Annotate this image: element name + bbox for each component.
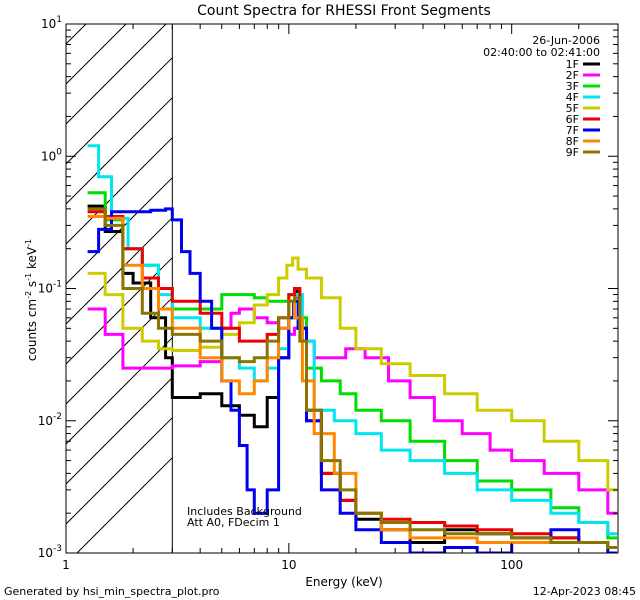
axis-ticks: [65, 24, 619, 554]
y-tick-label: 10-2: [38, 412, 62, 428]
time-range-label: 02:40:00 to 02:41:00: [483, 46, 600, 59]
y-tick-label: 101: [41, 15, 62, 31]
hatch-line: [66, 377, 173, 485]
x-axis-label: Energy (keV): [305, 575, 382, 589]
legend-label-2F: 2F: [566, 69, 579, 82]
hatch-line: [66, 57, 173, 165]
legend-label-7F: 7F: [566, 124, 579, 137]
hatch-line: [66, 24, 87, 45]
x-tick-label: 1: [62, 558, 70, 572]
generated-by-label: Generated by hsi_min_spectra_plot.pro: [4, 585, 220, 598]
series-line-1F: [87, 204, 617, 549]
hatched-excluded-region: [66, 0, 173, 553]
series-group: [87, 144, 617, 553]
legend-label-5F: 5F: [566, 102, 579, 115]
series-line-3F: [87, 191, 617, 540]
hatch-line: [66, 297, 173, 405]
legend-label-4F: 4F: [566, 91, 579, 104]
series-line-9F: [87, 207, 617, 549]
timestamp-label: 12-Apr-2023 08:45: [533, 585, 636, 598]
hatch-line: [66, 97, 173, 205]
annotation-background: Includes Background: [187, 505, 302, 518]
x-tick-label: 10: [281, 558, 296, 572]
legend-label-8F: 8F: [566, 135, 579, 148]
hatch-line: [66, 257, 173, 365]
hatch-line: [66, 137, 173, 245]
series-line-5F: [87, 256, 617, 492]
y-tick-label: 10-3: [38, 544, 62, 560]
legend-label-6F: 6F: [566, 113, 579, 126]
annotation-attenuator: Att A0, FDecim 1: [187, 516, 280, 529]
legend-label-1F: 1F: [566, 58, 579, 71]
y-tick-label: 100: [41, 147, 62, 163]
hatch-line: [76, 457, 173, 553]
legend-label-3F: 3F: [566, 80, 579, 93]
x-tick-labels: 1 10 100: [62, 558, 523, 572]
chart-title: Count Spectra for RHESSI Front Segments: [197, 3, 491, 19]
hatch-line: [66, 24, 167, 125]
y-tick-labels: 101 100 10-1 10-2 10-3: [38, 15, 63, 560]
y-tick-label: 10-1: [38, 280, 62, 296]
hatch-line: [66, 24, 127, 85]
x-tick-label: 100: [500, 558, 523, 572]
series-line-8F: [87, 215, 617, 549]
hatch-line: [66, 0, 172, 4]
series-line-7F: [87, 207, 617, 553]
y-axis-label: counts cm-2 s-1 keV-1: [24, 239, 39, 361]
date-label: 26-Jun-2006: [532, 34, 600, 47]
legend-label-9F: 9F: [566, 146, 579, 159]
series-line-6F: [87, 210, 617, 549]
hatch-line: [66, 417, 173, 525]
hatch-line: [66, 337, 173, 445]
hatch-line: [66, 217, 173, 325]
